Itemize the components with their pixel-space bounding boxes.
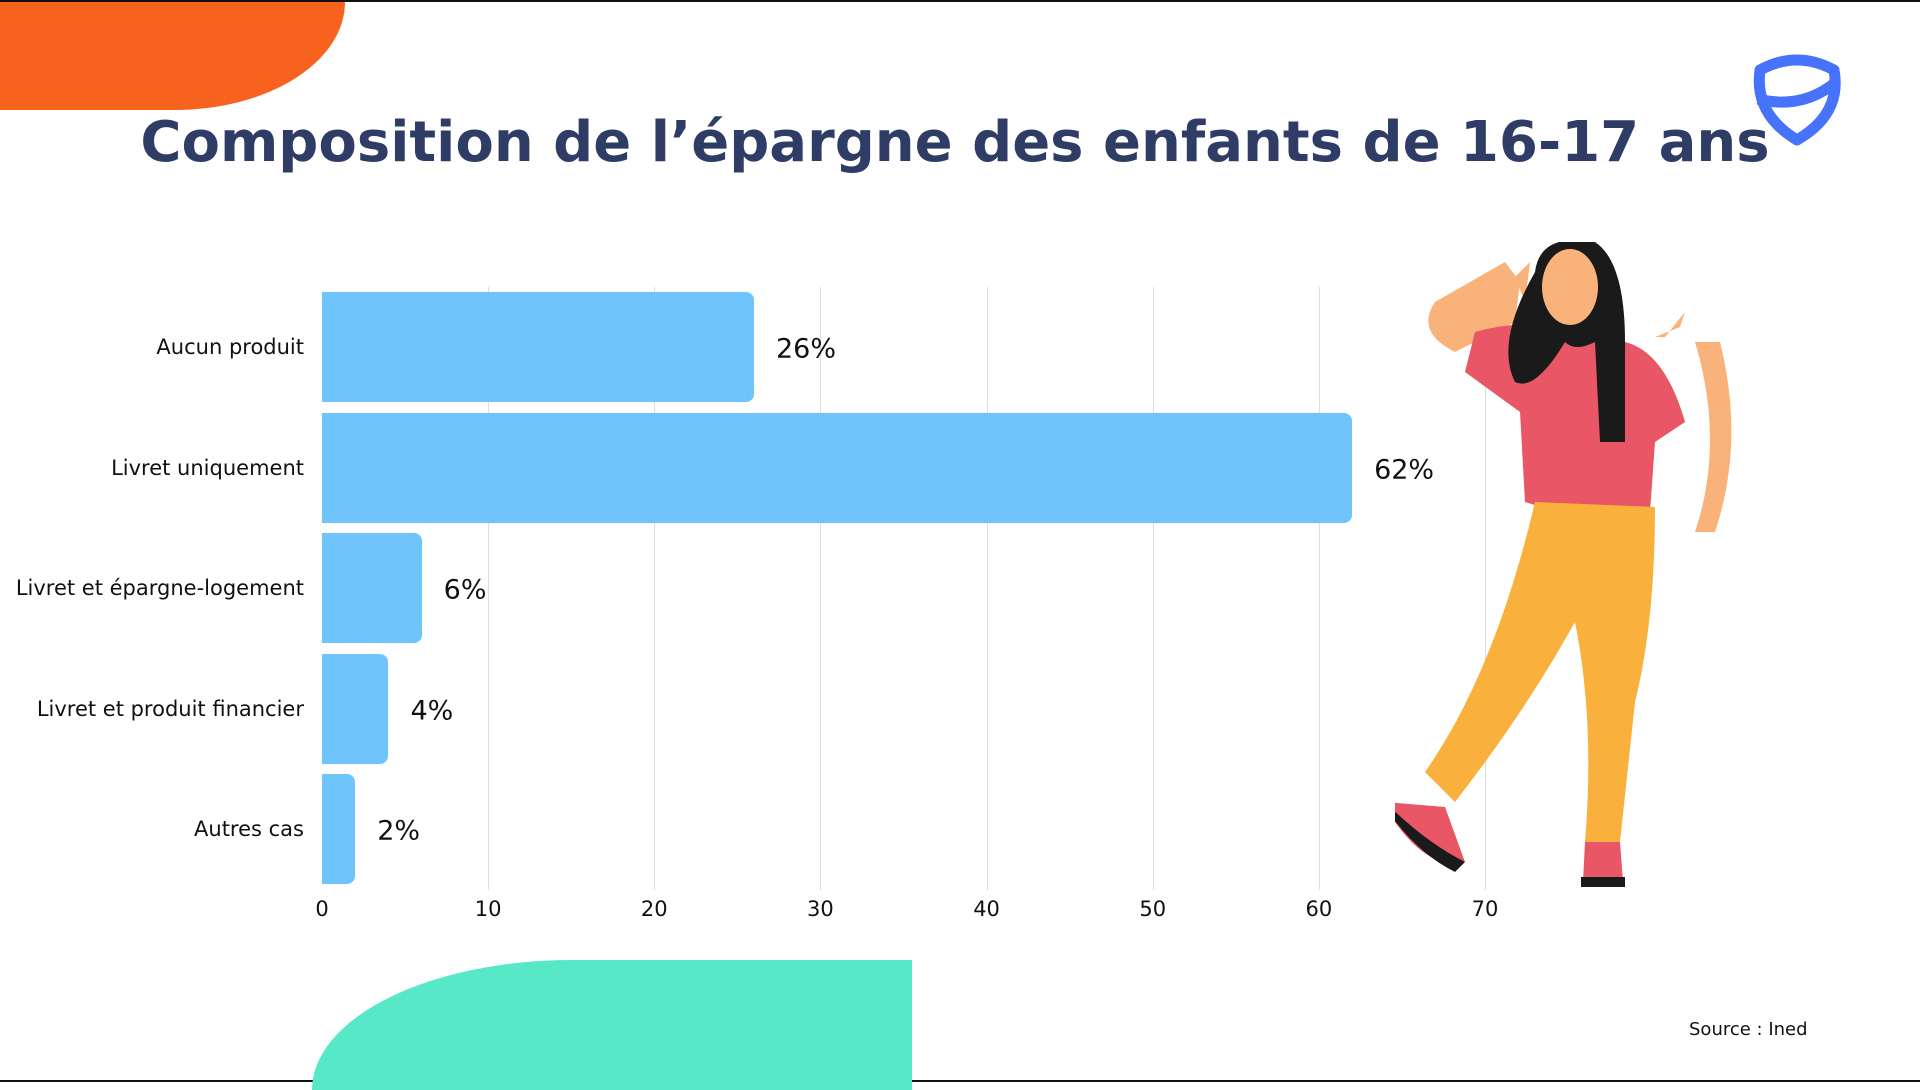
gridline bbox=[820, 287, 822, 890]
data-label: 6% bbox=[443, 574, 487, 606]
gridline bbox=[488, 287, 490, 890]
green-decoration bbox=[312, 960, 912, 1090]
gridline bbox=[654, 287, 656, 890]
gridline bbox=[1318, 287, 1320, 890]
x-tick-label: 50 bbox=[1139, 897, 1167, 921]
x-tick-label: 70 bbox=[1471, 897, 1499, 921]
category-label: Livret uniquement bbox=[111, 455, 304, 480]
source-note: Source : Ined bbox=[1689, 1019, 1808, 1040]
x-tick-label: 30 bbox=[807, 897, 834, 921]
gridline bbox=[1485, 287, 1486, 890]
data-label: 26% bbox=[775, 333, 836, 365]
gridline bbox=[1152, 287, 1154, 890]
category-label: Livret et produit financier bbox=[36, 696, 304, 721]
x-tick-label: 60 bbox=[1305, 897, 1333, 921]
woman-illustration bbox=[1395, 242, 1732, 887]
shield-logo-icon bbox=[1753, 54, 1841, 146]
gridline bbox=[986, 287, 988, 890]
data-label: 2% bbox=[377, 815, 421, 847]
category-label: Aucun produit bbox=[156, 335, 304, 359]
x-tick-label: 10 bbox=[474, 897, 502, 921]
category-label: Autres cas bbox=[194, 817, 304, 842]
chart-title: Composition de l’épargne des enfants de … bbox=[140, 110, 1770, 175]
data-label: 4% bbox=[410, 695, 454, 727]
bar bbox=[322, 774, 356, 885]
x-tick-label: 40 bbox=[973, 897, 1000, 921]
bar bbox=[322, 412, 1353, 523]
data-label: 62% bbox=[1374, 454, 1435, 486]
orange-decoration bbox=[0, 2, 345, 110]
category-label: Livret et épargne-logement bbox=[15, 576, 304, 601]
bar bbox=[322, 533, 422, 644]
bar bbox=[322, 292, 754, 402]
bar bbox=[322, 653, 389, 764]
x-tick-label: 0 bbox=[315, 897, 329, 921]
x-tick-label: 20 bbox=[640, 897, 668, 921]
